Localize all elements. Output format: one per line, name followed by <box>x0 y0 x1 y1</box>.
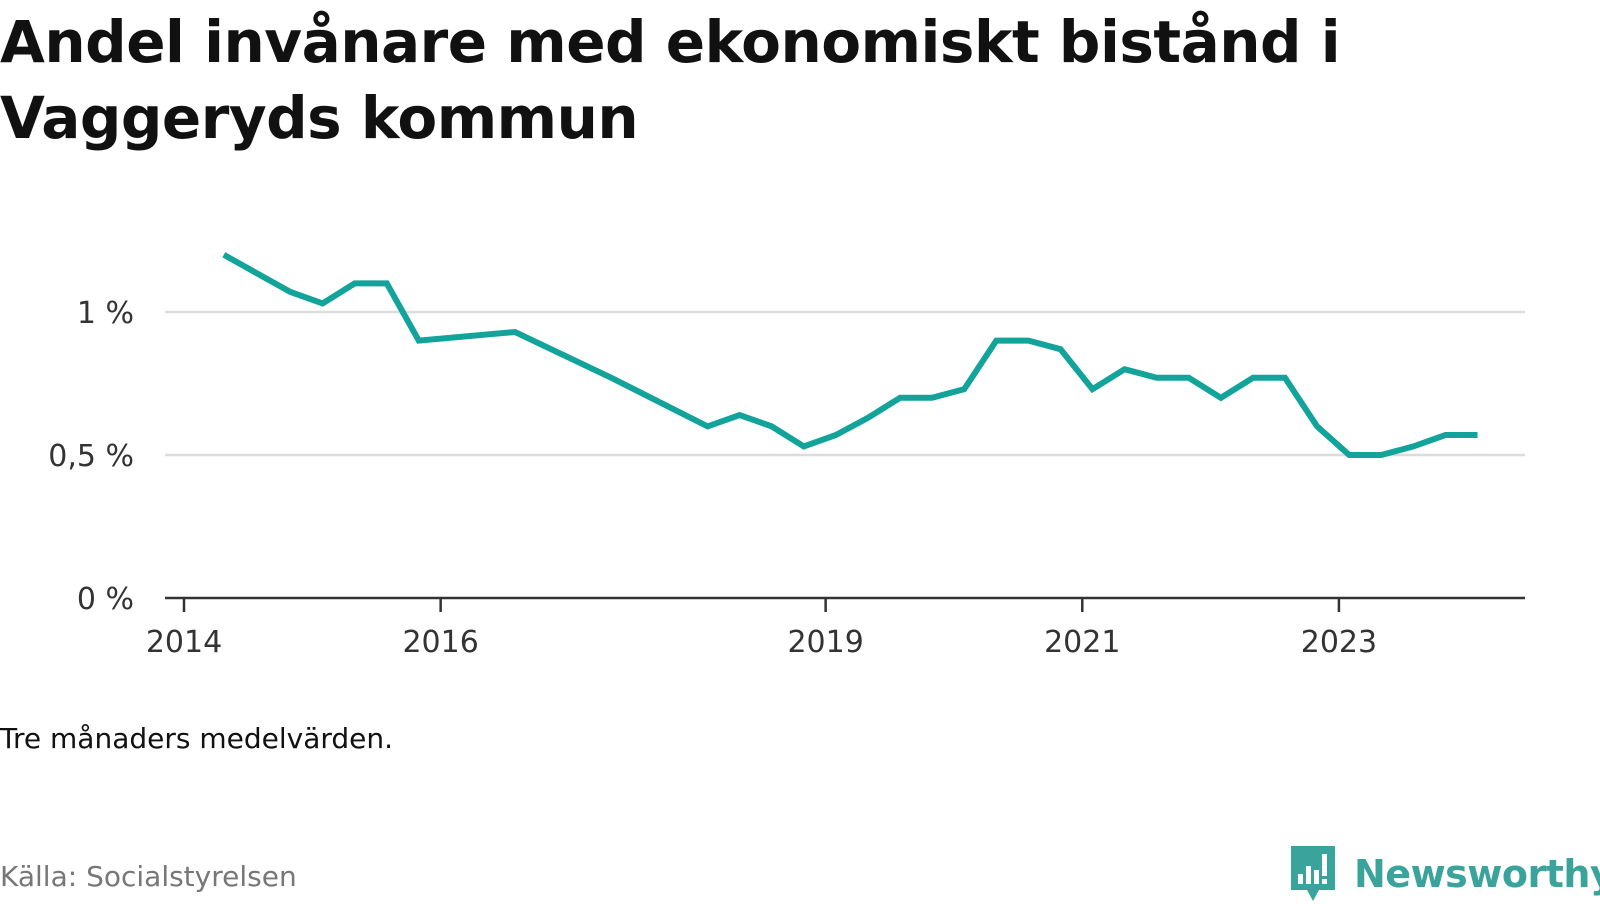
series-layer <box>221 252 1481 458</box>
data-point <box>833 432 839 438</box>
y-axis-labels: 0 % 0,5 % 1 % <box>48 296 134 617</box>
data-point <box>221 252 227 258</box>
data-point <box>801 443 807 449</box>
data-point <box>1025 338 1031 344</box>
grid-lines <box>165 310 1525 457</box>
y-tick-label: 1 % <box>77 296 134 331</box>
data-point <box>705 423 711 429</box>
chart-footnote: Tre månaders medelvärden. <box>0 722 394 755</box>
bar-chart-speech-bubble-icon <box>1291 846 1335 901</box>
x-tick-label: 2019 <box>787 625 863 660</box>
data-point <box>897 395 903 401</box>
data-point <box>737 412 743 418</box>
data-point <box>1475 432 1481 438</box>
x-tick-label: 2023 <box>1301 625 1377 660</box>
data-point <box>1154 375 1160 381</box>
data-point <box>1218 395 1224 401</box>
data-point <box>288 289 294 295</box>
newsworthy-logo: Newsworthy <box>1288 844 1600 904</box>
data-point <box>352 280 358 286</box>
data-point <box>961 386 967 392</box>
data-point <box>865 415 871 421</box>
data-point <box>1314 423 1320 429</box>
data-point <box>1282 375 1288 381</box>
y-tick-label: 0 % <box>77 582 134 617</box>
x-axis: 2014 2016 2019 2021 2023 <box>146 596 1525 660</box>
data-point <box>512 329 518 335</box>
data-point <box>1090 386 1096 392</box>
data-point <box>993 338 999 344</box>
x-tick-label: 2021 <box>1044 625 1120 660</box>
data-point <box>1122 366 1128 372</box>
data-point <box>1057 346 1063 352</box>
brand-name: Newsworthy <box>1354 852 1600 896</box>
x-tick-label: 2016 <box>402 625 478 660</box>
series-line <box>222 252 1478 458</box>
data-point <box>320 300 326 306</box>
chart-title: Andel invånare med ekonomiskt bistånd i … <box>0 8 1341 152</box>
x-tick-label: 2014 <box>146 625 222 660</box>
data-point <box>929 395 935 401</box>
data-point <box>1442 432 1448 438</box>
data-point <box>384 280 390 286</box>
data-point <box>1186 375 1192 381</box>
data-point <box>1346 452 1352 458</box>
data-point <box>1378 452 1384 458</box>
data-point <box>608 375 614 381</box>
data-point <box>769 423 775 429</box>
data-point <box>416 338 422 344</box>
data-point <box>1410 443 1416 449</box>
source-note: Källa: Socialstyrelsen <box>0 860 297 893</box>
y-tick-label: 0,5 % <box>48 439 134 474</box>
data-point <box>1250 375 1256 381</box>
